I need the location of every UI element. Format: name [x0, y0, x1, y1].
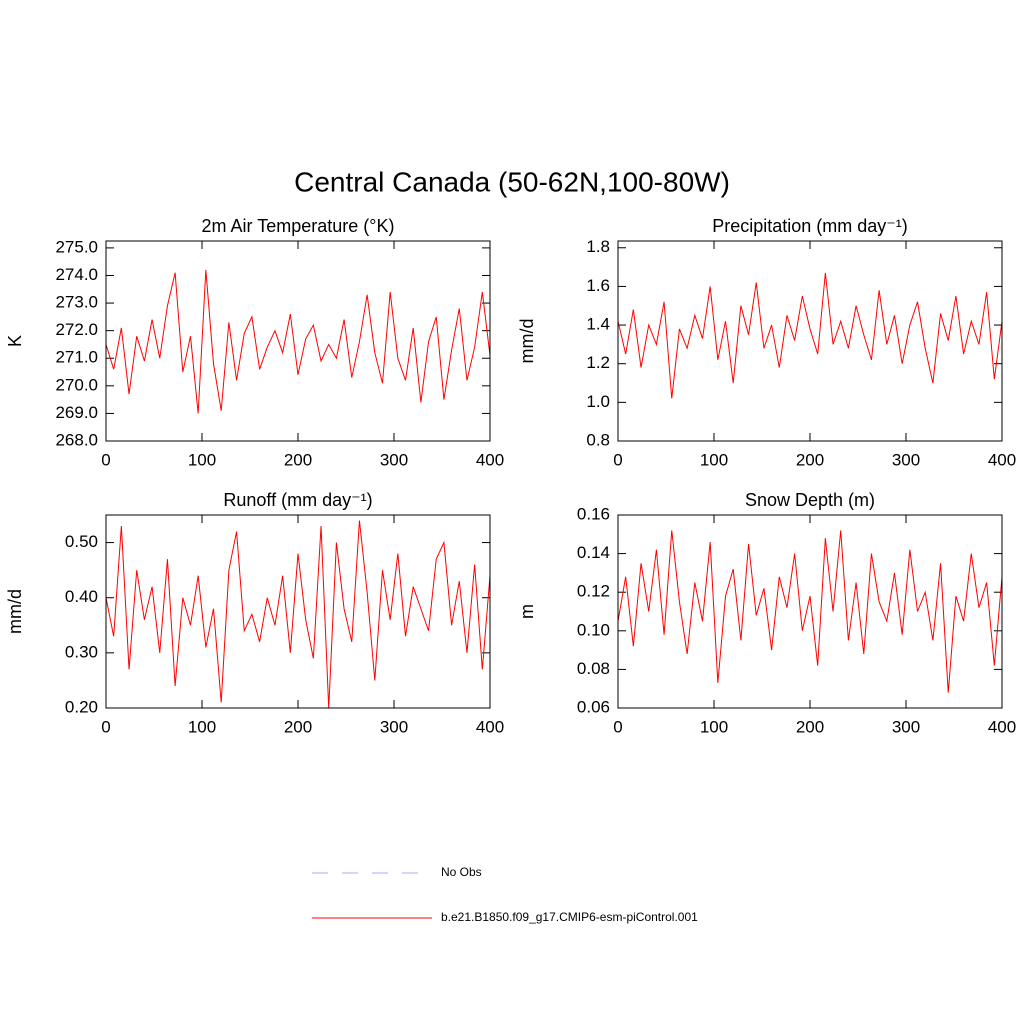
y-tick-label: 1.8 — [586, 237, 610, 256]
x-tick-label: 100 — [188, 450, 216, 469]
x-tick-label: 0 — [101, 450, 110, 469]
y-tick-label: 0.50 — [65, 532, 98, 551]
y-tick-label: 1.0 — [586, 392, 610, 411]
y-tick-label: 0.06 — [577, 697, 610, 716]
x-tick-label: 200 — [796, 450, 824, 469]
x-tick-label: 400 — [988, 450, 1016, 469]
data-line — [617, 530, 1003, 693]
legend-label: No Obs — [441, 865, 482, 879]
panel-title: Runoff (mm day⁻¹) — [223, 490, 372, 510]
y-tick-label: 0.30 — [65, 642, 98, 661]
x-tick-label: 0 — [101, 717, 110, 736]
data-line — [105, 269, 491, 414]
panel-title: Precipitation (mm day⁻¹) — [712, 216, 908, 236]
y-tick-label: 0.40 — [65, 587, 98, 606]
y-tick-label: 0.10 — [577, 620, 610, 639]
y-tick-label: 0.8 — [586, 430, 610, 449]
x-tick-label: 300 — [892, 450, 920, 469]
x-tick-label: 100 — [700, 717, 728, 736]
y-axis-label: m — [517, 604, 537, 619]
x-tick-label: 100 — [700, 450, 728, 469]
y-tick-label: 268.0 — [55, 430, 98, 449]
y-tick-label: 1.2 — [586, 353, 610, 372]
y-axis-label: mm/d — [5, 589, 25, 634]
y-tick-label: 269.0 — [55, 403, 98, 422]
plot-frame — [617, 514, 1003, 709]
y-tick-label: 0.08 — [577, 659, 610, 678]
y-tick-label: 272.0 — [55, 320, 98, 339]
y-axis-label: mm/d — [517, 319, 537, 364]
x-tick-label: 300 — [380, 717, 408, 736]
y-axis-label: K — [5, 335, 25, 347]
y-tick-label: 273.0 — [55, 293, 98, 312]
x-tick-label: 0 — [613, 717, 622, 736]
y-tick-label: 275.0 — [55, 237, 98, 256]
plot-frame — [105, 240, 491, 442]
y-tick-label: 270.0 — [55, 375, 98, 394]
x-tick-label: 200 — [796, 717, 824, 736]
x-tick-label: 100 — [188, 717, 216, 736]
x-tick-label: 0 — [613, 450, 622, 469]
legend-label: b.e21.B1850.f09_g17.CMIP6-esm-piControl.… — [441, 910, 698, 924]
x-tick-label: 200 — [284, 717, 312, 736]
x-tick-label: 200 — [284, 450, 312, 469]
panel-title: 2m Air Temperature (°K) — [202, 216, 395, 236]
figure-title: Central Canada (50-62N,100-80W) — [294, 166, 730, 197]
y-tick-label: 0.20 — [65, 697, 98, 716]
x-tick-label: 400 — [476, 717, 504, 736]
y-tick-label: 1.4 — [586, 315, 610, 334]
y-tick-label: 274.0 — [55, 265, 98, 284]
x-tick-label: 300 — [380, 450, 408, 469]
panel-title: Snow Depth (m) — [745, 490, 875, 510]
data-line — [105, 520, 491, 709]
y-tick-label: 271.0 — [55, 348, 98, 367]
y-tick-label: 0.12 — [577, 582, 610, 601]
x-tick-label: 300 — [892, 717, 920, 736]
y-tick-label: 0.16 — [577, 504, 610, 523]
plot-frame — [105, 514, 491, 709]
data-line — [617, 272, 1003, 399]
y-tick-label: 0.14 — [577, 543, 610, 562]
y-tick-label: 1.6 — [586, 276, 610, 295]
plot-frame — [617, 240, 1003, 442]
x-tick-label: 400 — [476, 450, 504, 469]
x-tick-label: 400 — [988, 717, 1016, 736]
